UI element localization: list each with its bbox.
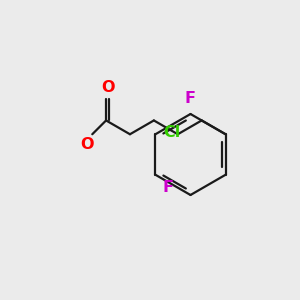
Text: O: O: [80, 136, 94, 152]
Text: Cl: Cl: [163, 125, 180, 140]
Text: O: O: [101, 80, 115, 95]
Text: F: F: [163, 180, 174, 195]
Text: F: F: [185, 91, 196, 106]
